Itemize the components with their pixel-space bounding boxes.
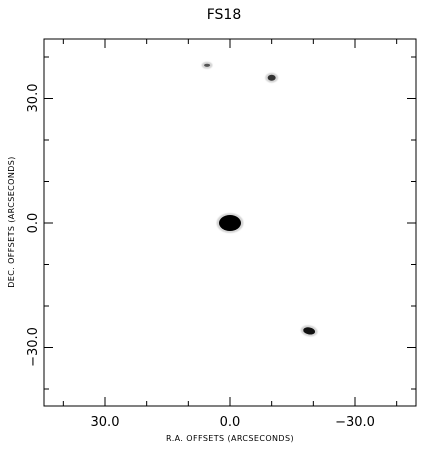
- y-tick-label: 30.0: [26, 84, 41, 113]
- upper-star: [267, 74, 276, 81]
- x-axis-label: R.A. OFFSETS (ARCSECONDS): [166, 434, 294, 443]
- sources-layer: [201, 61, 318, 337]
- y-tick-label: −30.0: [26, 327, 41, 367]
- ticks-layer: [44, 39, 416, 406]
- chart-title: FS18: [207, 7, 242, 23]
- central-star: [219, 215, 241, 231]
- x-tick-label: −30.0: [335, 415, 375, 430]
- x-tick-label: 0.0: [220, 415, 241, 430]
- lower-star: [303, 327, 316, 335]
- faint-star: [204, 63, 211, 67]
- y-axis-label: DEC. OFFSETS (ARCSECONDS): [7, 156, 16, 288]
- y-tick-label: 0.0: [26, 213, 41, 234]
- x-tick-label: 30.0: [91, 415, 120, 430]
